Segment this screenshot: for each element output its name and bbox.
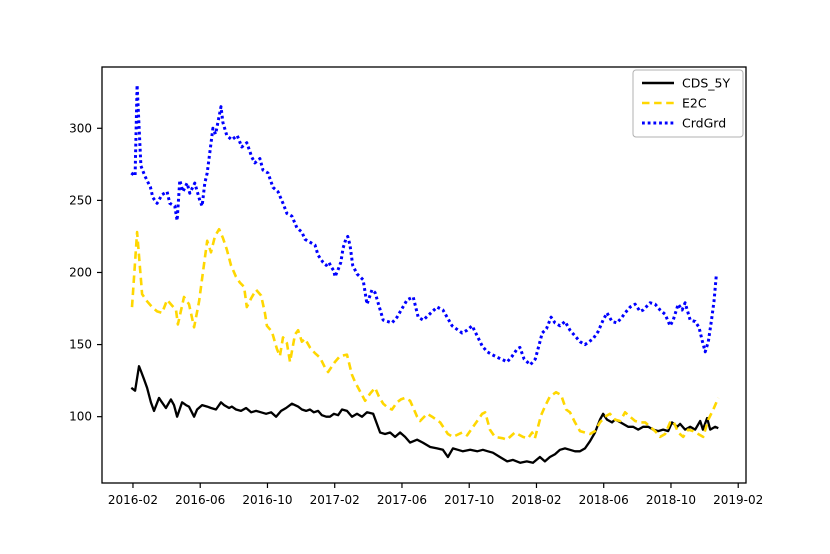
x-axis-tick-label: 2018-02: [511, 493, 561, 507]
x-axis-tick-label: 2018-06: [579, 493, 629, 507]
x-axis-tick-label: 2019-02: [713, 493, 763, 507]
y-axis-tick-label: 150: [69, 338, 92, 352]
y-axis-tick-label: 300: [69, 121, 92, 135]
legend-label-crdgrd: CrdGrd: [682, 116, 726, 131]
x-axis-tick-label: 2017-02: [310, 493, 360, 507]
x-axis-tick-label: 2017-06: [377, 493, 427, 507]
x-axis-tick-label: 2017-10: [444, 493, 494, 507]
legend-label-e2c: E2C: [682, 96, 707, 111]
y-axis-tick-label: 100: [69, 410, 92, 424]
x-axis-tick-label: 2016-10: [242, 493, 292, 507]
x-axis-tick-label: 2016-06: [175, 493, 225, 507]
series-line-e2c: [130, 227, 720, 442]
legend-label-cds_5y: CDS_5Y: [682, 76, 730, 91]
series-line-cds_5y: [130, 365, 719, 464]
series-line-crdgrd: [130, 83, 718, 367]
y-axis-tick-label: 250: [69, 193, 92, 207]
x-axis-tick-label: 2018-10: [646, 493, 696, 507]
y-axis-tick-label: 200: [69, 265, 92, 279]
legend: [632, 69, 744, 138]
x-axis-tick-label: 2016-02: [108, 493, 158, 507]
